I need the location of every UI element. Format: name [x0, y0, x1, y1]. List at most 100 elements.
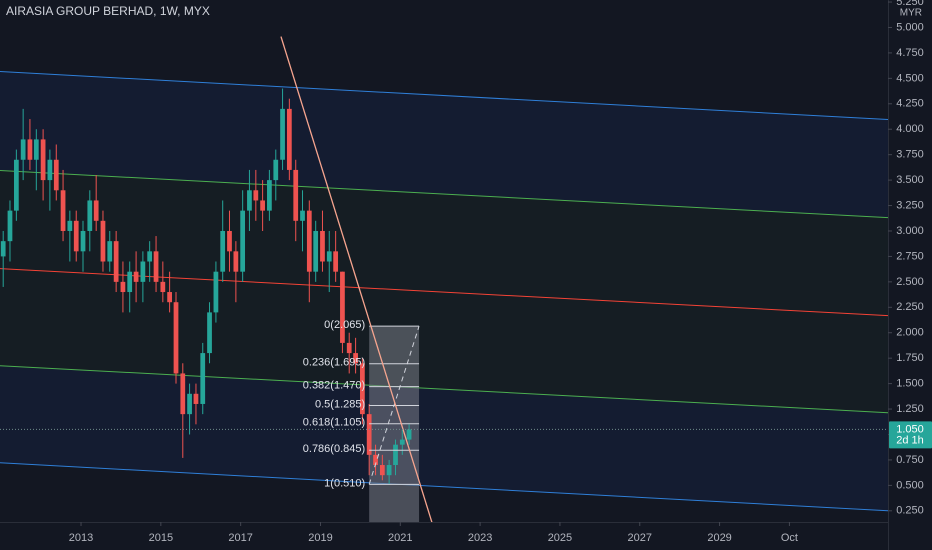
- candle-body: [213, 271, 219, 313]
- y-tick-label: 0.500: [896, 479, 924, 491]
- candle-body: [340, 271, 345, 343]
- last-price-badge: [889, 421, 932, 449]
- candle-body: [253, 190, 259, 201]
- y-tick-label: 2.250: [896, 301, 924, 313]
- y-tick-label: 1.250: [896, 403, 924, 415]
- channel-fill: [0, 71, 888, 218]
- candle-body: [20, 139, 26, 160]
- channel-line: [0, 268, 888, 317]
- candle-body: [399, 439, 405, 445]
- candle-body: [140, 261, 146, 282]
- y-tick-label: 4.750: [896, 47, 924, 59]
- channel-line: [0, 365, 888, 414]
- candle-body: [227, 230, 232, 252]
- candle-body: [326, 251, 332, 262]
- fib-level-label: 0.786(0.845): [303, 443, 365, 455]
- chart-title: AIRASIA GROUP BERHAD, 1W, MYX: [6, 4, 210, 18]
- plot-area: 0(2.065) 0.236(1.695) 0.382(1.470) 0.5(1.28…: [0, 36, 888, 522]
- candle-body: [47, 159, 53, 181]
- candle-body: [167, 292, 172, 303]
- candle-body: [187, 393, 192, 415]
- candle-body: [53, 159, 59, 191]
- candle-body: [313, 230, 319, 272]
- y-tick-label: 3.500: [896, 174, 924, 186]
- candle-body: [393, 444, 398, 466]
- y-tick-label: 2.750: [896, 250, 924, 262]
- y-tick-label: 1.500: [896, 378, 924, 390]
- fib-level-label: 0.5(1.285): [315, 398, 365, 410]
- y-tick-label: 0.750: [896, 454, 924, 466]
- candle-body: [200, 353, 206, 404]
- candle-body: [133, 271, 139, 282]
- candle-body: [73, 220, 79, 252]
- candle-body: [379, 465, 385, 476]
- candle-body: [153, 251, 159, 282]
- channel-fill: [0, 268, 888, 413]
- candle-body: [40, 139, 46, 181]
- fib-level-label: 0.236(1.695): [303, 357, 365, 369]
- trend-line: [280, 36, 433, 522]
- x-tick-label: 2021: [388, 532, 412, 544]
- channel-line: [0, 170, 888, 219]
- fib-trend-line: [368, 325, 420, 485]
- y-tick-label: 2.000: [896, 327, 924, 339]
- y-tick-label: 5.250: [896, 0, 924, 8]
- x-tick-label: 2027: [628, 532, 652, 544]
- candle-body: [67, 220, 73, 231]
- fib-level-label: 0.382(1.470): [303, 380, 365, 392]
- candle-body: [260, 200, 265, 211]
- candle-body: [27, 139, 33, 160]
- candle-body: [240, 210, 246, 272]
- x-tick-label: 2019: [308, 532, 332, 544]
- y-tick-label: 1.750: [896, 352, 924, 364]
- candle-body: [87, 200, 93, 231]
- x-tick-label: 2015: [149, 532, 173, 544]
- last-price-label: 1.050: [896, 423, 924, 435]
- y-tick-label: 2.500: [896, 276, 924, 288]
- candle-body: [373, 454, 378, 466]
- candle-body: [220, 230, 226, 272]
- candle-body: [107, 241, 113, 262]
- channel-line: [0, 71, 888, 121]
- candle-body: [360, 363, 365, 415]
- y-tick-label: 4.250: [896, 98, 924, 110]
- y-tick-label: 0.250: [896, 505, 924, 517]
- y-tick-label: 3.250: [896, 199, 924, 211]
- candle-body: [173, 302, 179, 374]
- channel-fill: [0, 170, 888, 316]
- y-tick-label: 4.500: [896, 72, 924, 84]
- channel-line: [0, 462, 888, 512]
- candle-body: [80, 230, 86, 252]
- x-tick-label: 2013: [69, 532, 93, 544]
- candle-body: [346, 342, 352, 354]
- x-tick-label: Oct: [781, 532, 798, 544]
- candle-body: [386, 465, 392, 476]
- candle-body: [0, 241, 6, 257]
- candle-body: [93, 200, 99, 221]
- candle-body: [267, 180, 272, 211]
- candle-body: [306, 210, 312, 272]
- candle-body: [180, 373, 186, 415]
- y-tick-label: 5.000: [896, 21, 924, 33]
- candle-body: [127, 271, 133, 293]
- candle-body: [247, 190, 252, 211]
- candle-body: [33, 139, 39, 160]
- candle-body: [120, 281, 126, 293]
- candle-body: [60, 190, 66, 231]
- candle-body: [300, 210, 305, 221]
- candle-body: [7, 210, 13, 242]
- candle-body: [320, 230, 325, 262]
- x-tick-label: 2029: [707, 532, 731, 544]
- x-tick-label: 2023: [468, 532, 492, 544]
- candle-body: [280, 108, 285, 160]
- fib-level-label: 0(2.065): [324, 319, 365, 331]
- candle-body: [366, 414, 372, 455]
- y-tick-label: 3.750: [896, 149, 924, 161]
- candle-body: [193, 393, 199, 404]
- candle-body: [100, 220, 106, 262]
- candle-body: [353, 353, 358, 364]
- x-tick-label: 2017: [228, 532, 252, 544]
- candle-body: [160, 281, 166, 293]
